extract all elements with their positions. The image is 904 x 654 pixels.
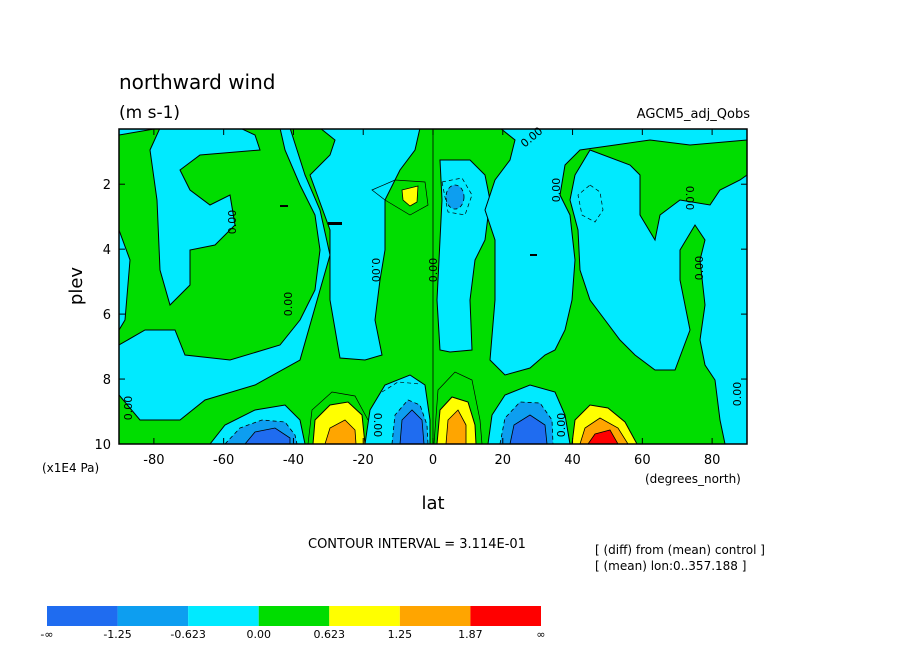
region-negative <box>309 129 421 361</box>
region-negative <box>119 229 131 331</box>
x-tick-label: -40 <box>283 453 304 468</box>
contour-field <box>119 129 747 444</box>
region-negative-core <box>244 427 291 444</box>
x-axis-label: lat <box>421 493 444 514</box>
x-tick-label: -20 <box>353 453 374 468</box>
colorbar: -∞ -1.25 -0.623 0.00 0.623 1.25 1.87 ∞ <box>40 606 546 641</box>
region-negative-small <box>445 184 465 210</box>
x-tick-label: 80 <box>704 453 721 468</box>
note-line: [ (mean) lon:0..357.188 ] <box>595 559 746 573</box>
x-tick-label: 20 <box>495 453 512 468</box>
experiment-label: AGCM5_adj_Qobs <box>637 107 751 122</box>
contour-label: 0.00 <box>683 186 696 211</box>
contour-label: 0.00 <box>226 210 239 235</box>
contour-line <box>307 391 369 444</box>
chart-title: northward wind <box>119 70 275 94</box>
colorbar-label: 1.87 <box>458 628 483 641</box>
contour-line-dashed <box>441 177 473 216</box>
contour-labels: 0.00 0.00 0.00 0.00 0.00 0.00 0.00 0.00 … <box>122 124 744 437</box>
region-negative <box>484 129 747 376</box>
colorbar-label: 1.25 <box>388 628 413 641</box>
contour-label: 0.00 <box>122 396 135 421</box>
contour-label: 0.00 <box>282 292 295 317</box>
y-axis: 2 4 6 8 10 <box>94 178 747 453</box>
region-negative <box>119 129 331 421</box>
contour-line <box>371 179 429 216</box>
region-positive-strong <box>445 409 467 444</box>
field-mark <box>280 205 288 207</box>
colorbar-label: 0.00 <box>246 628 271 641</box>
colorbar-label: 0.623 <box>314 628 346 641</box>
contour-label: 0.00 <box>731 382 744 407</box>
contour-label: 0.00 <box>555 413 568 438</box>
region-negative-core <box>399 409 425 444</box>
colorbar-swatch <box>399 606 471 626</box>
y-tick-label: 8 <box>103 373 111 388</box>
units-label: (m s-1) <box>119 103 180 123</box>
colorbar-swatch <box>117 606 189 626</box>
colorbar-label: ∞ <box>536 628 545 641</box>
x-tick-label: -80 <box>143 453 164 468</box>
region-positive-strong <box>579 417 629 444</box>
colorbar-swatch <box>188 606 259 626</box>
region-positive-strong <box>324 419 357 444</box>
field-mark <box>530 254 537 256</box>
y-axis-label: plev <box>66 267 87 306</box>
contour-label: 0.00 <box>369 258 382 283</box>
y-tick-label: 10 <box>94 438 111 453</box>
x-tick-label: 40 <box>564 453 581 468</box>
contour-label: 0.00 <box>693 256 706 281</box>
contour-line <box>433 371 483 444</box>
x-tick-label: 0 <box>429 453 437 468</box>
contour-interval: CONTOUR INTERVAL = 3.114E-01 <box>308 537 526 552</box>
note-line: [ (diff) from (mean) control ] <box>595 543 765 557</box>
colorbar-label: -1.25 <box>103 628 131 641</box>
y-tick-label: 4 <box>103 243 111 258</box>
x-unit-label: (degrees_north) <box>645 472 741 486</box>
y-tick-label: 2 <box>103 178 111 193</box>
colorbar-label: -∞ <box>40 628 53 641</box>
contour-label: 0.00 <box>427 258 440 283</box>
region-negative <box>436 159 491 353</box>
region-positive-small <box>401 185 419 207</box>
y-unit-label: (x1E4 Pa) <box>42 461 99 475</box>
region-positive-core <box>587 429 619 444</box>
region-negative <box>569 149 747 444</box>
contour-label: 0.00 <box>371 413 384 438</box>
colorbar-swatch <box>470 606 541 626</box>
contour-label: 0.00 <box>550 178 563 203</box>
x-axis: -80 -60 -40 -20 0 20 40 60 80 <box>143 129 720 468</box>
colorbar-label: -0.623 <box>170 628 205 641</box>
x-tick-label: 60 <box>634 453 651 468</box>
y-tick-label: 6 <box>103 308 111 323</box>
colorbar-swatch <box>47 606 118 626</box>
x-tick-label: -60 <box>213 453 234 468</box>
colorbar-swatch <box>329 606 400 626</box>
field-mark <box>328 222 342 225</box>
region-negative <box>119 129 261 306</box>
region-negative-core <box>509 414 548 444</box>
colorbar-swatch <box>258 606 330 626</box>
contour-line-dashed <box>577 184 604 223</box>
